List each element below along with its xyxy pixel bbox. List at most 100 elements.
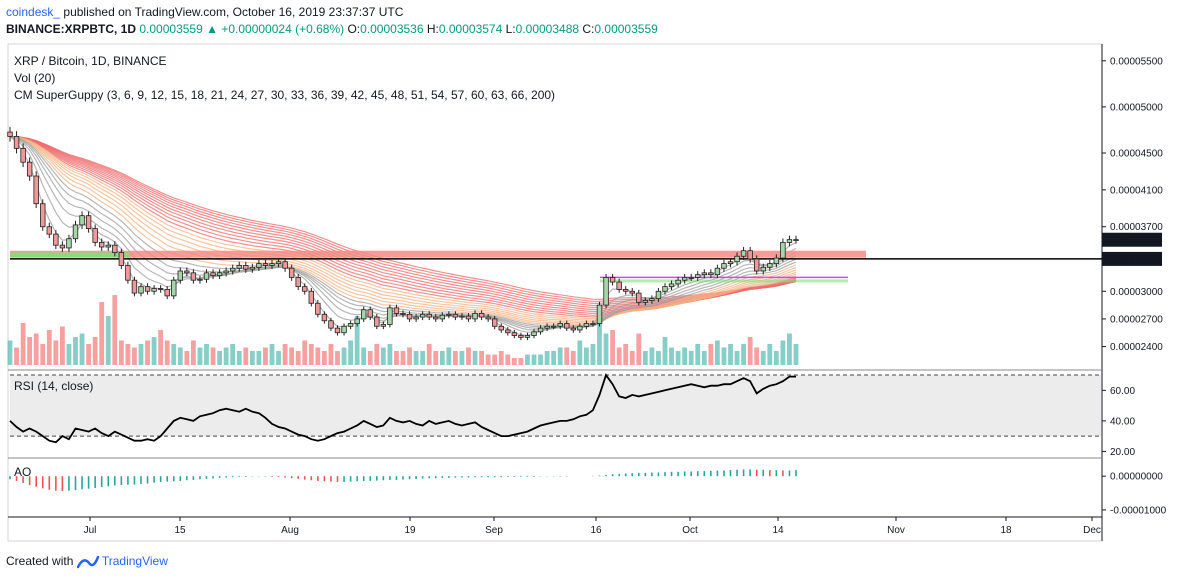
volume-bar [217,351,222,365]
volume-bar [669,347,674,365]
candle [557,323,563,327]
volume-bar [40,344,46,365]
candle [125,265,131,281]
candle [740,250,747,257]
candle [485,316,491,320]
candle [288,267,295,278]
candle [734,255,740,263]
volume-bar [754,347,760,365]
volume-bar [191,340,196,365]
volume-bar [322,351,327,365]
volume-bar [243,347,249,365]
candle [328,320,334,329]
volume-bar [387,344,393,365]
volume-bar [773,351,779,365]
candle [754,258,760,272]
volume-bar [105,316,111,365]
price-label-box [1102,251,1162,266]
candle [53,233,59,246]
candle [465,315,472,320]
candle [177,270,183,281]
volume-bar [92,337,98,365]
candle [714,267,721,276]
volume-bar [151,337,157,365]
volume-bar [125,344,131,365]
tradingview-link[interactable]: TradingView [101,554,168,568]
candle [105,244,111,248]
volume-bar [79,333,85,365]
volume-bar [204,344,209,365]
volume-bar [335,351,340,365]
low-value: 0.00003488 [515,22,580,36]
price-tick-label: 0.00004500 [1110,149,1163,160]
candle [236,265,242,269]
volume-bar [420,351,426,365]
publish-line: coindesk_ published on TradingView.com, … [6,5,403,19]
time-tick-label: 15 [174,525,186,536]
volume-bar [525,354,530,365]
ao-pane [9,469,797,492]
candle [505,329,511,334]
candle [59,244,66,249]
volume-bar [701,351,707,365]
candle [144,286,151,292]
volume-bar [485,354,491,365]
candle [550,325,557,328]
candle [616,281,622,290]
volume-bar [623,344,629,365]
volume-bar [302,340,308,365]
candle [7,131,13,137]
resistance-band [10,250,866,258]
volume-bar [531,354,537,365]
volume-bar [210,347,216,365]
candle [72,224,79,240]
candle [459,315,465,318]
price-label-text: 0.00003351 [1107,254,1160,265]
candle [393,307,400,314]
author-link[interactable]: coindesk_ [6,5,61,19]
candle [269,263,275,266]
rsi-pane [9,373,1101,444]
candle [184,270,190,274]
volume-bar [158,330,164,365]
open-label: O: [347,22,361,36]
volume-bar [439,351,445,365]
ao-tick-label: -0.00001000 [1110,505,1167,516]
candle [197,278,203,281]
volume-bar [73,337,78,365]
volume-bar [688,351,694,365]
rsi-band [10,375,1101,437]
candle [164,289,170,297]
volume-bar [498,351,504,365]
candle [315,302,321,315]
volume-bar [295,351,301,365]
volume-bar [505,354,511,365]
volume-bar [60,326,65,365]
volume-bar [14,347,19,365]
volume-bar [544,351,550,365]
volume-bar [315,347,321,365]
volume-bar [662,337,668,365]
created-with-text: Created with [6,554,74,568]
volume-bar [132,347,137,365]
candle [701,272,707,276]
candle [708,272,714,276]
volume-bar [479,351,484,365]
volume-bar [708,344,714,365]
candle [138,286,144,294]
candle [66,238,72,249]
volume-bar [230,344,236,365]
candle [531,331,537,336]
candle [747,250,753,260]
volume-bar [400,351,406,365]
volume-bar [27,337,33,365]
candle [564,323,570,329]
candle [577,325,583,331]
volume-bar [33,333,39,365]
candle [13,136,20,149]
price-tick-label: 0.00005000 [1110,102,1163,113]
volume-bar [682,347,688,365]
volume-bar [341,347,347,365]
time-tick-label: Aug [281,525,299,536]
